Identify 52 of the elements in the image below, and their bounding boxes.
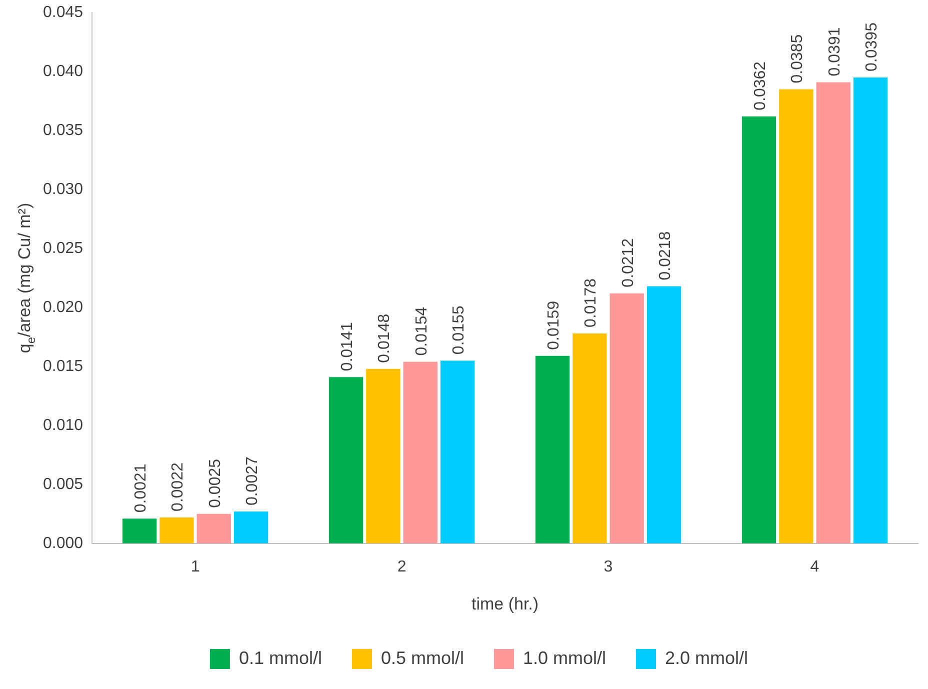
bar (779, 89, 814, 544)
bar (366, 368, 400, 544)
data-label: 0.0148 (376, 314, 394, 363)
y-tick-label: 0.030 (42, 180, 84, 198)
y-tick-label: 0.045 (42, 4, 84, 22)
bar (535, 356, 570, 544)
x-axis-title: time (hr.) (471, 594, 539, 614)
data-label: 0.0159 (546, 300, 563, 350)
data-label: 0.0141 (339, 322, 356, 372)
data-label: 0.0021 (132, 464, 150, 513)
legend-label: 2.0 mmol/l (665, 648, 748, 668)
bar (196, 514, 231, 544)
data-label: 0.0022 (170, 462, 187, 512)
data-label: 0.0362 (752, 61, 770, 110)
y-axis-title: qe/area (mg Cu/ m²) (15, 202, 38, 354)
bar (816, 82, 850, 544)
data-label: 0.0395 (864, 22, 881, 72)
data-label: 0.0027 (244, 456, 262, 506)
y-tick-label: 0.035 (42, 122, 84, 139)
y-tick-label: 0.020 (42, 298, 84, 316)
data-label: 0.0178 (582, 278, 600, 328)
y-tick-label: 0.010 (42, 416, 84, 434)
bar (646, 286, 682, 544)
legend-label: 0.1 mmol/l (238, 648, 322, 668)
y-tick-label: 0.040 (42, 62, 84, 80)
bar (403, 362, 438, 544)
data-label: 0.0391 (826, 27, 844, 76)
y-tick-label: 0.005 (42, 476, 84, 493)
bar (160, 517, 194, 544)
y-tick-label: 0.000 (42, 534, 84, 552)
bar (122, 518, 157, 544)
x-tick-label: 1 (190, 558, 200, 576)
legend-label: 1.0 mmol/l (523, 648, 606, 668)
data-label: 0.0212 (620, 238, 637, 288)
bar (853, 77, 888, 544)
bar (234, 512, 268, 544)
bar (742, 116, 776, 544)
data-label: 0.0154 (413, 306, 430, 356)
x-tick-label: 3 (604, 558, 613, 576)
x-tick-label: 4 (810, 558, 820, 576)
data-label: 0.0218 (657, 231, 674, 280)
y-tick-label: 0.015 (42, 358, 84, 375)
y-tick-label: 0.025 (42, 240, 84, 257)
data-label: 0.0155 (450, 306, 468, 355)
bar (610, 293, 644, 544)
bar (328, 377, 364, 544)
bar (440, 360, 475, 544)
bar (572, 333, 607, 544)
x-tick-label: 2 (397, 558, 406, 576)
legend-label: 0.5 mmol/l (380, 648, 464, 668)
data-label: 0.0385 (789, 34, 806, 84)
data-label: 0.0025 (206, 458, 224, 508)
